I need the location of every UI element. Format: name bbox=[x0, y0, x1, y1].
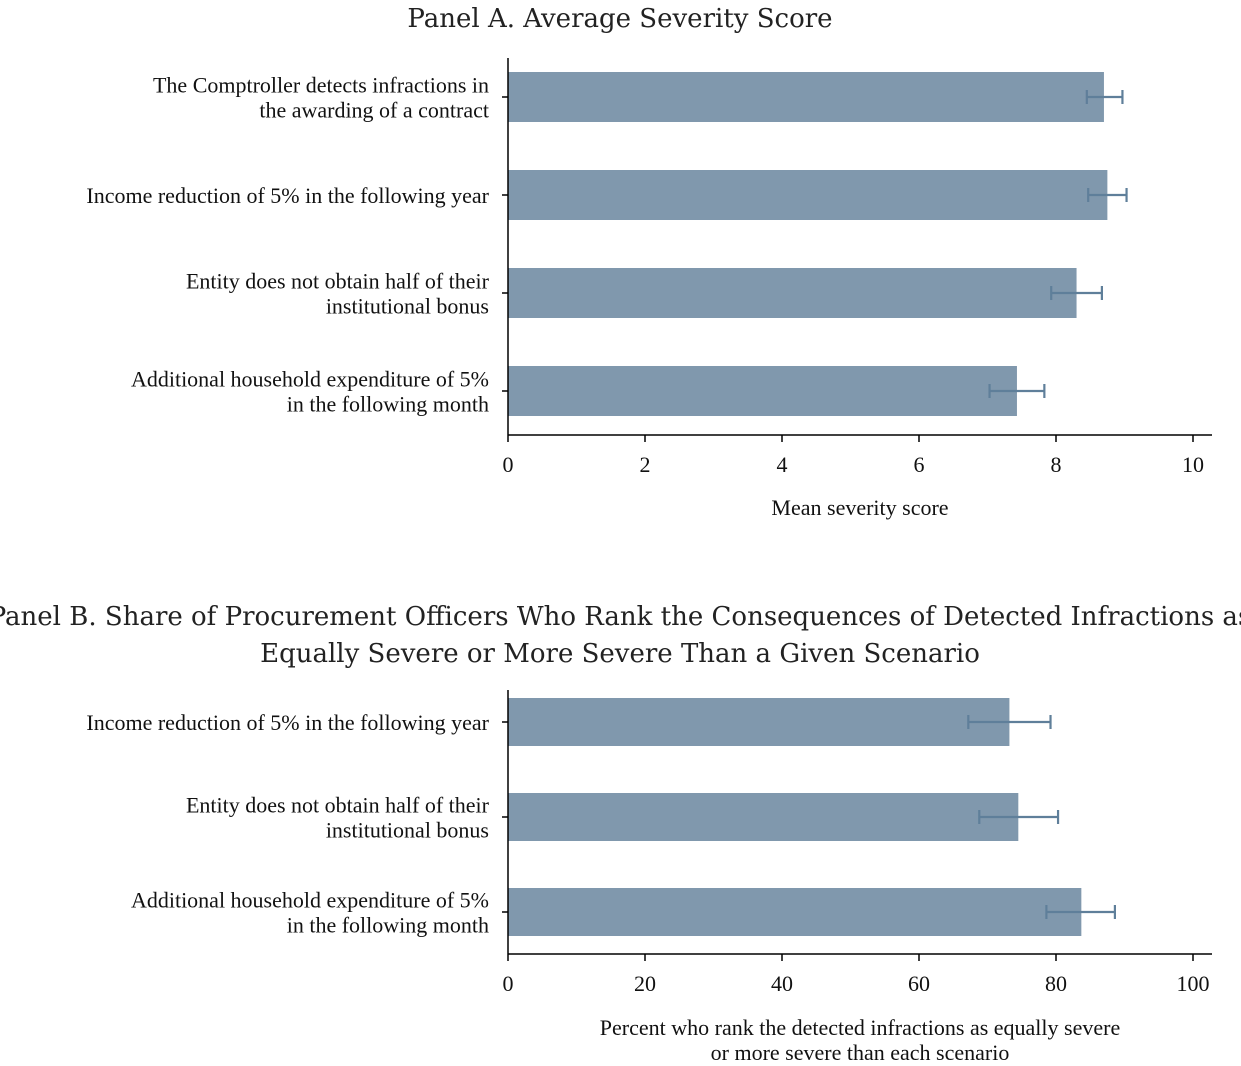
category-label: Income reduction of 5% in the following … bbox=[86, 710, 489, 735]
bar bbox=[508, 268, 1077, 318]
category-label: Entity does not obtain half of their bbox=[186, 269, 490, 294]
x-axis-label: or more severe than each scenario bbox=[711, 1040, 1010, 1065]
panel-title: Panel A. Average Severity Score bbox=[407, 4, 832, 34]
x-tick-label: 100 bbox=[1177, 971, 1210, 996]
bar bbox=[508, 170, 1108, 220]
x-tick-label: 0 bbox=[503, 971, 514, 996]
bar bbox=[508, 698, 1010, 746]
category-label: in the following month bbox=[287, 392, 489, 417]
category-label: Additional household expenditure of 5% bbox=[131, 367, 489, 392]
category-label: the awarding of a contract bbox=[259, 98, 489, 123]
x-axis-label: Percent who rank the detected infraction… bbox=[600, 1015, 1120, 1040]
category-label: Additional household expenditure of 5% bbox=[131, 888, 489, 913]
category-label: in the following month bbox=[287, 913, 489, 938]
x-tick-label: 20 bbox=[634, 971, 656, 996]
x-tick-label: 6 bbox=[914, 452, 925, 477]
category-label: institutional bonus bbox=[326, 818, 489, 843]
x-tick-label: 4 bbox=[777, 452, 788, 477]
category-label: The Comptroller detects infractions in bbox=[153, 73, 489, 98]
bar bbox=[508, 366, 1017, 416]
bar bbox=[508, 888, 1082, 936]
bar bbox=[508, 793, 1019, 841]
category-label: institutional bonus bbox=[326, 294, 489, 319]
panel-a: Panel A. Average Severity Score The Compt… bbox=[86, 4, 1212, 520]
x-tick-label: 8 bbox=[1051, 452, 1062, 477]
x-tick-label: 80 bbox=[1045, 971, 1067, 996]
category-label: Income reduction of 5% in the following … bbox=[86, 183, 489, 208]
x-tick-label: 40 bbox=[771, 971, 793, 996]
bar bbox=[508, 72, 1104, 122]
x-tick-label: 10 bbox=[1182, 452, 1204, 477]
x-tick-label: 2 bbox=[640, 452, 651, 477]
panel-title: Equally Severe or More Severe Than a Giv… bbox=[260, 639, 980, 669]
x-axis-label: Mean severity score bbox=[771, 495, 948, 520]
panel-title: Panel B. Share of Procurement Officers W… bbox=[0, 602, 1241, 632]
x-tick-label: 0 bbox=[503, 452, 514, 477]
x-tick-label: 60 bbox=[908, 971, 930, 996]
category-label: Entity does not obtain half of their bbox=[186, 793, 490, 818]
panel-b: Panel B. Share of Procurement Officers W… bbox=[0, 602, 1241, 1065]
